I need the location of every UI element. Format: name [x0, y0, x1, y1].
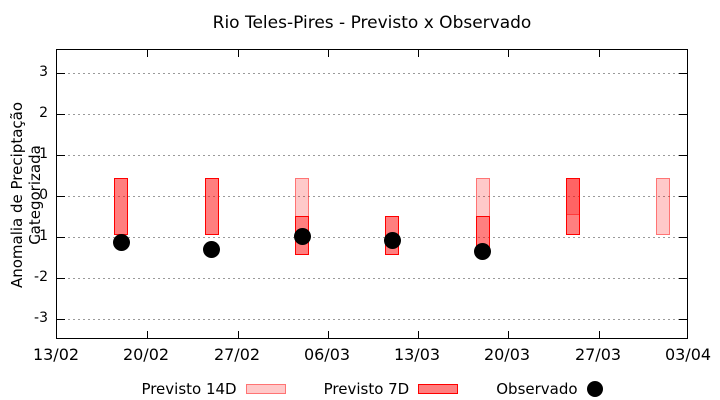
forecast-bar-14d [656, 178, 670, 235]
x-tick-label: 06/03 [303, 345, 351, 364]
forecast-7d-swatch [418, 384, 459, 394]
grid-line [58, 237, 688, 238]
y-tick-mark [57, 196, 65, 197]
y-tick-mark [57, 73, 65, 74]
grid-line [58, 114, 688, 115]
y-tick-label: 3 [39, 64, 48, 80]
grid-line [58, 155, 688, 156]
observed-dot [384, 232, 401, 249]
legend-item-dot: Observado [496, 380, 603, 398]
x-tick-label: 20/02 [122, 345, 170, 364]
y-tick-mark [679, 237, 687, 238]
forecast-14d-swatch [245, 384, 286, 394]
grid-line [58, 278, 688, 279]
y-tick-label: -3 [34, 310, 48, 326]
y-tick-label: -1 [34, 228, 48, 244]
y-tick-label: 0 [39, 187, 48, 203]
x-tick-label: 27/03 [574, 345, 622, 364]
observed-dot-swatch [586, 381, 603, 397]
x-tick-mark [418, 50, 419, 57]
y-tick-mark [679, 155, 687, 156]
forecast-bar-14d [566, 178, 580, 215]
y-tick-mark [679, 73, 687, 74]
observed-dot [203, 241, 220, 258]
forecast-bar-14d [476, 178, 490, 217]
x-tick-mark [599, 331, 600, 338]
x-tick-label: 27/02 [213, 345, 261, 364]
y-tick-mark [57, 278, 65, 279]
y-tick-mark [57, 319, 65, 320]
y-tick-label: -2 [34, 269, 48, 285]
x-tick-label: 13/03 [393, 345, 441, 364]
legend: Previsto 14D Previsto 7D Observado [56, 379, 688, 399]
y-tick-mark [679, 196, 687, 197]
forecast-bar-7d [205, 178, 219, 235]
legend-item-dark: Previsto 7D [324, 380, 459, 398]
grid-line [58, 73, 688, 74]
x-tick-mark [328, 50, 329, 57]
y-tick-label: 2 [39, 105, 48, 121]
y-tick-mark [57, 237, 65, 238]
legend-label: Previsto 14D [141, 380, 237, 398]
x-tick-mark [238, 331, 239, 338]
legend-label: Previsto 7D [323, 380, 410, 398]
x-tick-mark [147, 50, 148, 57]
x-tick-mark [238, 50, 239, 57]
x-tick-mark [508, 331, 509, 338]
chart-title: Rio Teles-Pires - Previsto x Observado [212, 13, 532, 33]
forecast-bar-7d [566, 178, 580, 235]
x-tick-label: 20/03 [483, 345, 531, 364]
forecast-bar-7d [114, 178, 128, 235]
y-tick-mark [679, 278, 687, 279]
y-tick-mark [679, 319, 687, 320]
observed-dot [474, 243, 491, 260]
y-tick-mark [679, 114, 687, 115]
legend-item-light: Previsto 14D [141, 380, 286, 398]
grid-line [58, 196, 688, 197]
plot-area [56, 49, 688, 339]
observed-dot [294, 228, 311, 245]
y-tick-label: 1 [39, 146, 48, 162]
x-tick-mark [328, 331, 329, 338]
y-tick-mark [57, 114, 65, 115]
y-tick-mark [57, 155, 65, 156]
x-tick-mark [599, 50, 600, 57]
x-tick-mark [418, 331, 419, 338]
legend-label: Observado [496, 380, 578, 398]
observed-dot [113, 234, 130, 251]
x-tick-mark [147, 331, 148, 338]
grid-line [58, 319, 688, 320]
x-tick-mark [508, 50, 509, 57]
x-tick-label: 03/04 [664, 345, 712, 364]
x-tick-label: 13/02 [32, 345, 80, 364]
forecast-bar-14d [295, 178, 309, 217]
